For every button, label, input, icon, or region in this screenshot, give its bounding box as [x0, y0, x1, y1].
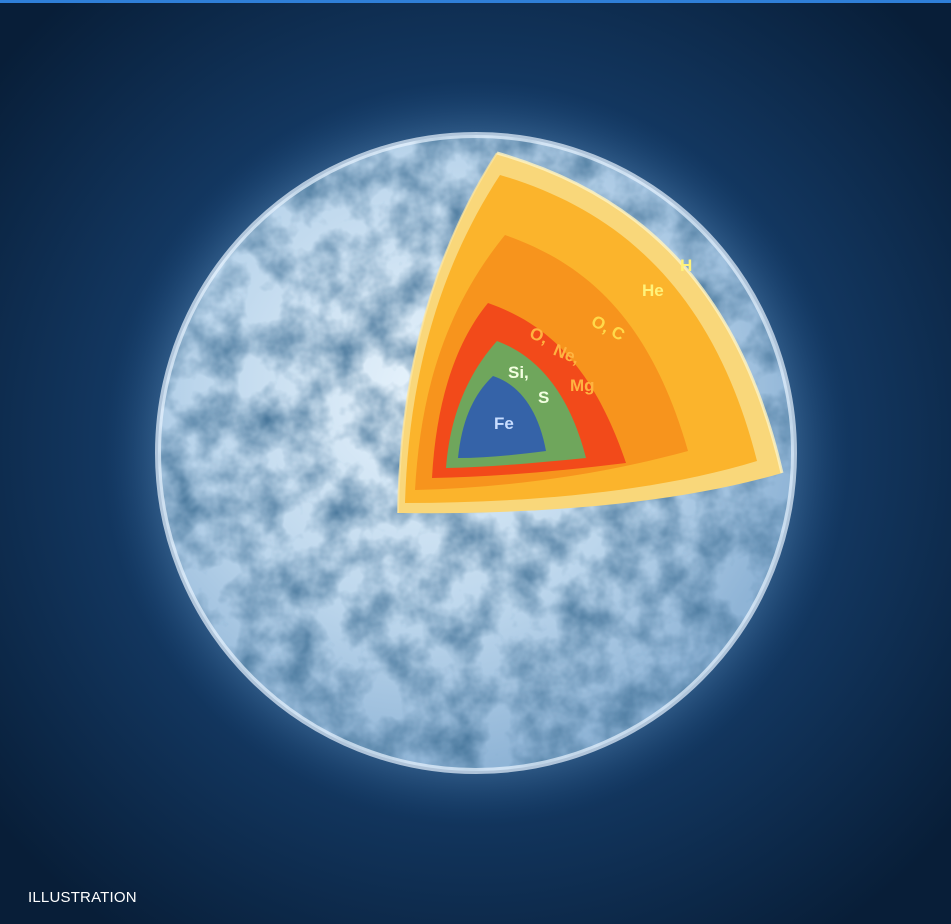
label-sis-b: S [538, 388, 549, 407]
label-one-c: Mg [570, 376, 595, 395]
label-sis-a: Si, [508, 363, 529, 382]
label-one-a: O, [527, 323, 551, 347]
label-h: H [680, 256, 692, 275]
label-fe: Fe [494, 414, 514, 433]
label-he: He [642, 281, 664, 300]
star-cutaway-illustration: H He O, C O, Ne, Mg Si, S Fe [0, 3, 951, 924]
shell-fe [458, 376, 546, 458]
illustration-caption: ILLUSTRATION [28, 889, 137, 906]
cutaway-wedge [397, 151, 784, 514]
